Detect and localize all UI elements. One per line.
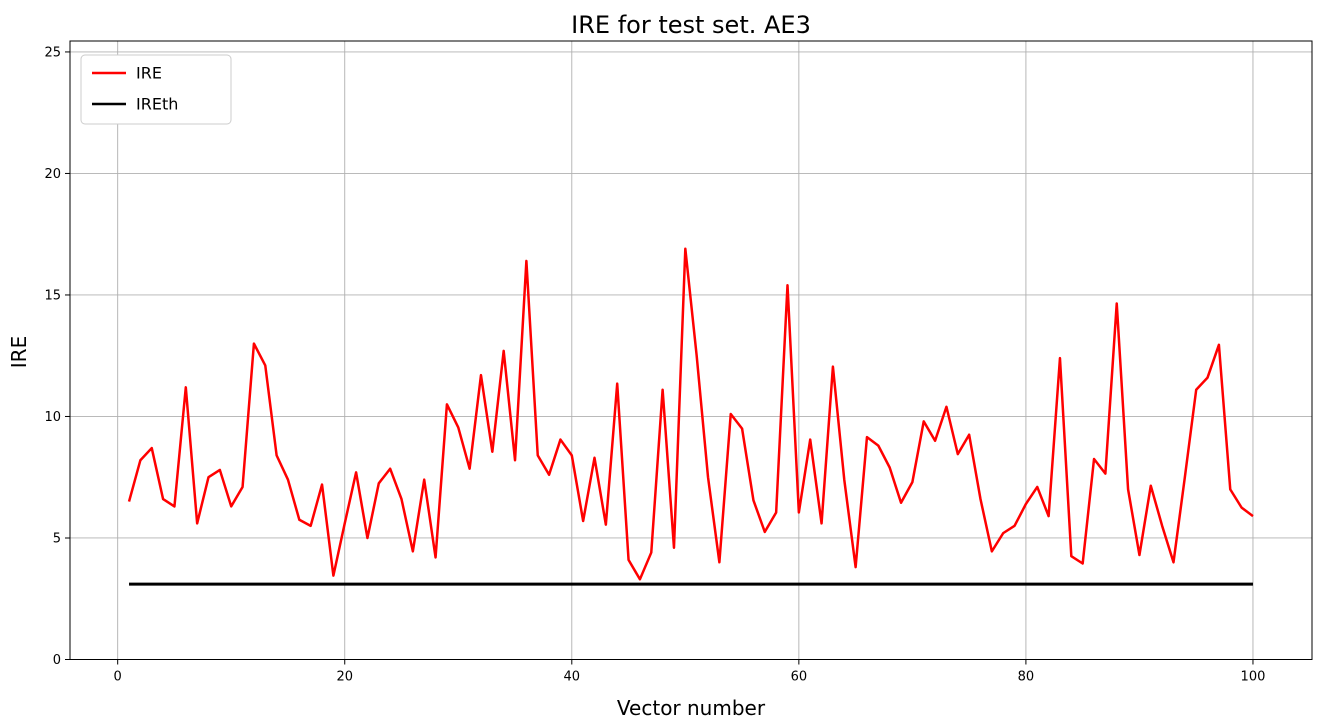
x-tick-label: 40	[564, 670, 581, 685]
y-tick-label: 0	[53, 653, 61, 668]
legend-label-ire: IRE	[136, 64, 162, 83]
y-tick-label: 10	[44, 410, 61, 425]
y-tick-label: 20	[44, 167, 61, 182]
x-tick-label: 0	[114, 670, 122, 685]
x-tick-label: 80	[1018, 670, 1035, 685]
x-axis-label: Vector number	[617, 696, 766, 720]
y-tick-label: 25	[44, 45, 61, 60]
y-axis-label: IRE	[7, 336, 31, 368]
plot-border	[69, 40, 1313, 660]
x-tick-label: 100	[1241, 670, 1266, 685]
x-tick-label: 20	[336, 670, 353, 685]
legend: IRE IREth	[80, 54, 232, 125]
chart-title: IRE for test set. AE3	[571, 11, 811, 39]
y-tick-label: 15	[44, 288, 61, 303]
series-line-ire	[127, 247, 1254, 581]
x-tick-label: 60	[791, 670, 808, 685]
y-tick-label: 5	[53, 531, 61, 546]
tick-marks-and-labels: 0 20 40 60 80 100 0 5 10 15 20 25	[44, 45, 1265, 684]
data-series	[127, 247, 1254, 586]
legend-label-ireth: IREth	[136, 95, 178, 114]
axes-spines	[69, 40, 1313, 660]
